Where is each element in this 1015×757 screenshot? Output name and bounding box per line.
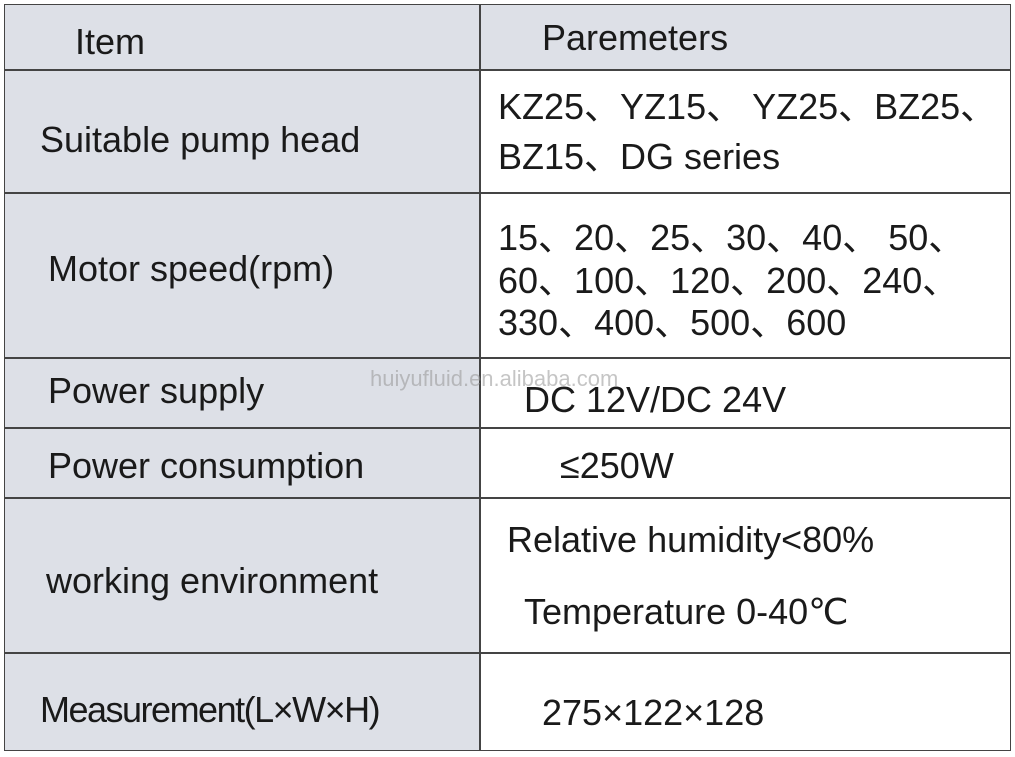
param-cell	[480, 358, 1011, 428]
item-cell	[4, 70, 480, 193]
header-cell	[480, 4, 1011, 70]
param-text: ≤250W	[560, 445, 674, 486]
param-cell	[480, 498, 1011, 653]
item-cell	[4, 653, 480, 751]
item-text: working environment	[46, 560, 379, 601]
param-text: Relative humidity<80%	[507, 519, 875, 560]
param-text: KZ25、YZ15、 YZ25、BZ25、	[498, 86, 997, 127]
item-text: Power consumption	[48, 445, 365, 486]
param-cell	[480, 428, 1011, 498]
param-text: 330、400、500、600	[498, 302, 847, 343]
header-cell	[4, 4, 480, 70]
param-cell	[480, 70, 1011, 193]
item-text: Motor speed(rpm)	[48, 248, 335, 289]
item-text: Measurement(L×W×H)	[40, 689, 381, 730]
item-cell	[4, 193, 480, 358]
param-text: 15、20、25、30、40、 50、	[498, 217, 965, 258]
param-text: DC 12V/DC 24V	[524, 379, 787, 420]
param-text: BZ15、DG series	[498, 136, 781, 177]
item-cell	[4, 358, 480, 428]
watermark: huiyufluid.en.alibaba.com	[370, 366, 619, 391]
header-text: Paremeters	[542, 17, 729, 58]
param-text: Temperature 0-40℃	[524, 591, 849, 632]
param-cell	[480, 653, 1011, 751]
header-text: Item	[75, 21, 146, 62]
param-cell	[480, 193, 1011, 358]
param-text: 60、100、120、200、240、	[498, 260, 959, 301]
param-text: 275×122×128	[542, 692, 765, 733]
item-text: Power supply	[48, 370, 265, 411]
item-text: Suitable pump head	[40, 119, 361, 160]
item-cell	[4, 428, 480, 498]
item-cell	[4, 498, 480, 653]
